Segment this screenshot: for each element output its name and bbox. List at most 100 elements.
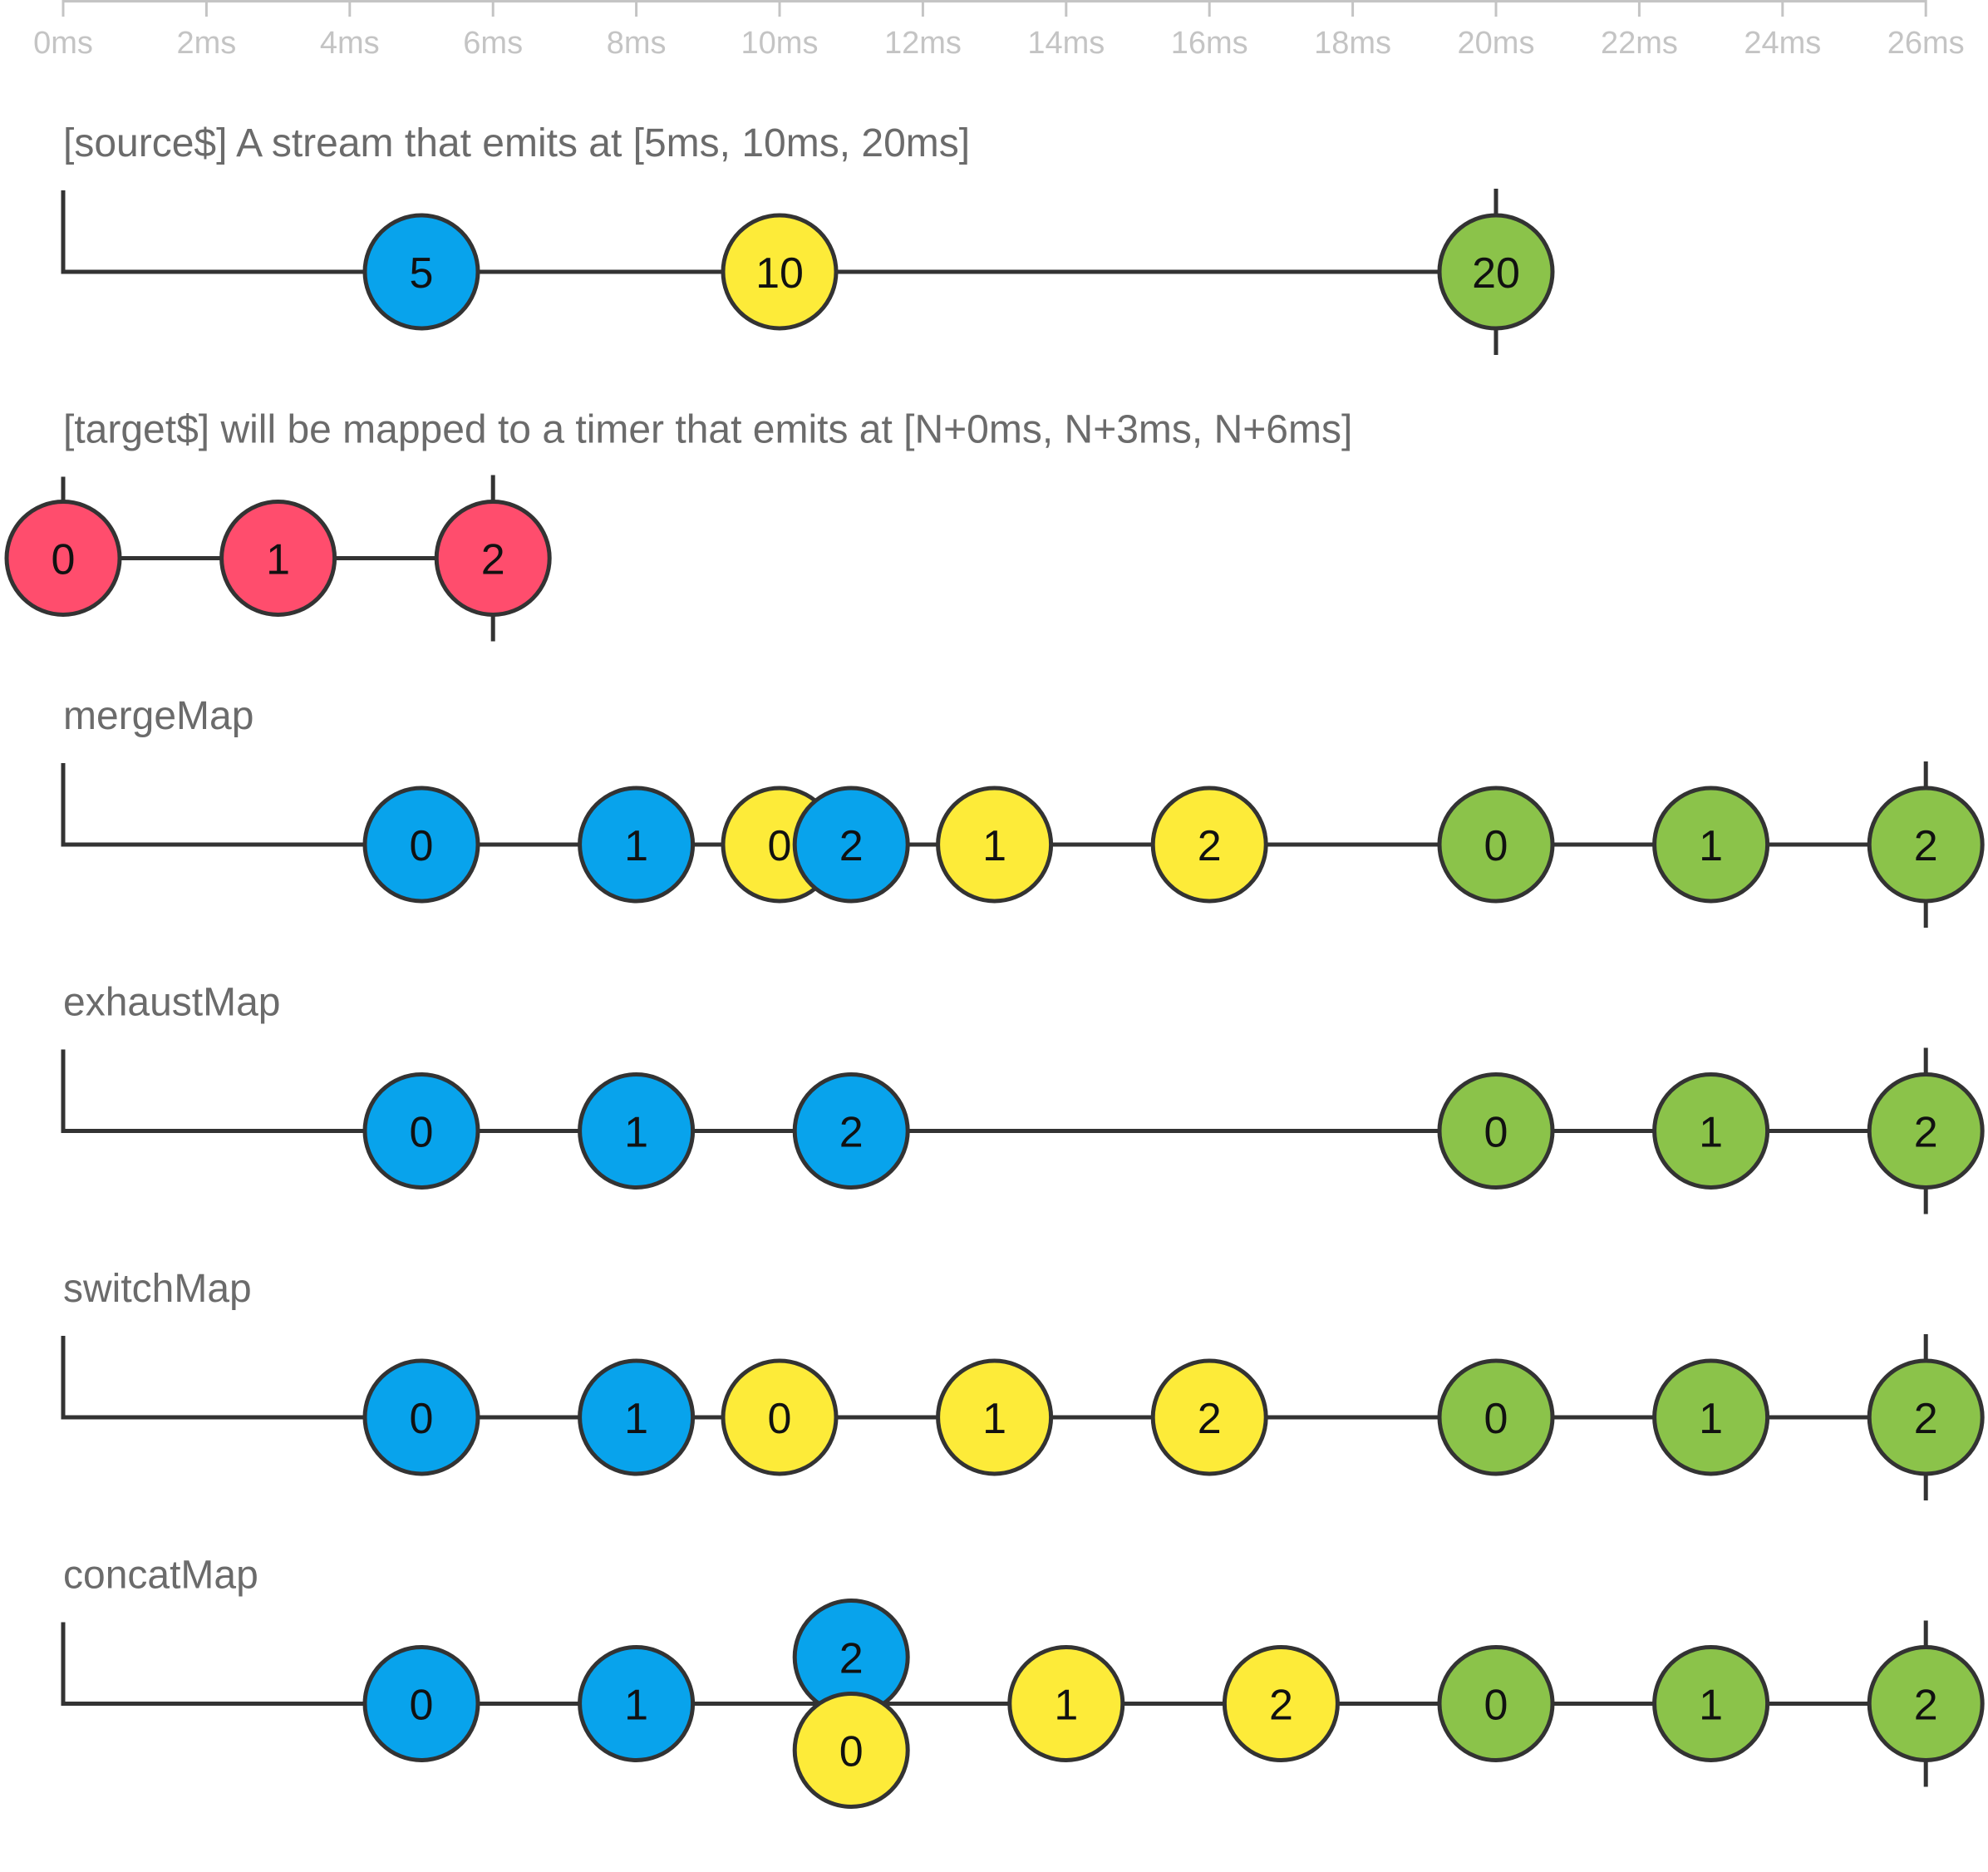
marble-blue: 2 xyxy=(792,1072,910,1190)
marble-value: 1 xyxy=(1699,1395,1723,1443)
marble-circle xyxy=(362,1358,480,1476)
marble-value: 0 xyxy=(410,1109,434,1157)
marble-value: 0 xyxy=(1484,822,1508,870)
subscribe-marker xyxy=(61,1622,75,1706)
marble-value: 0 xyxy=(1484,1109,1508,1157)
marble-value: 0 xyxy=(768,1395,792,1443)
marble-yellow: 10 xyxy=(721,213,839,331)
marble-value: 2 xyxy=(1198,822,1222,870)
marble-blue: 0 xyxy=(362,1072,480,1190)
marble-circle xyxy=(1437,786,1555,904)
marble-circle xyxy=(1437,1072,1555,1190)
marble-yellow: 2 xyxy=(1150,786,1268,904)
stream-title: [source$] A stream that emits at [5ms, 1… xyxy=(63,121,970,165)
marble-blue: 1 xyxy=(578,786,696,904)
subscribe-marker xyxy=(61,1049,75,1133)
subscribe-marker xyxy=(61,763,75,847)
axis-tick-label: 8ms xyxy=(607,26,667,61)
stream-title: exhaustMap xyxy=(63,981,281,1025)
marble-green: 2 xyxy=(1867,1358,1985,1476)
marble-yellow: 1 xyxy=(1007,1645,1125,1762)
stream-title: [target$] will be mapped to a timer that… xyxy=(63,408,1352,452)
axis-tick-label: 20ms xyxy=(1458,26,1535,61)
marble-red: 1 xyxy=(219,500,337,617)
marble-value: 0 xyxy=(410,1682,434,1730)
marble-circle xyxy=(1652,1072,1770,1190)
marble-value: 0 xyxy=(1484,1395,1508,1443)
marble-value: 5 xyxy=(410,249,434,298)
marble-circle xyxy=(362,1645,480,1762)
marble-green: 0 xyxy=(1437,1358,1555,1476)
stream-concatMap: concatMap 0 1 2 0 1 2 0 1 2 xyxy=(61,1554,1985,1809)
marble-value: 10 xyxy=(755,249,804,298)
marble-yellow: 1 xyxy=(936,1358,1054,1476)
marble-circle xyxy=(1652,1358,1770,1476)
marble-green: 2 xyxy=(1867,1645,1985,1762)
marble-value: 2 xyxy=(839,822,864,870)
marble-circle xyxy=(1007,1645,1125,1762)
marble-value: 2 xyxy=(1914,1395,1938,1443)
marble-value: 1 xyxy=(1699,1109,1723,1157)
marble-circle xyxy=(936,1358,1054,1476)
marble-yellow: 1 xyxy=(936,786,1054,904)
marble-circle xyxy=(792,1072,910,1190)
marble-circle xyxy=(578,1072,696,1190)
marble-circle xyxy=(1652,786,1770,904)
subscribe-marker xyxy=(61,1336,75,1420)
marble-blue: 0 xyxy=(362,786,480,904)
stream-source: [source$] A stream that emits at [5ms, 1… xyxy=(61,121,1555,355)
marble-value: 1 xyxy=(1699,822,1723,870)
marble-value: 1 xyxy=(266,536,290,584)
marble-circle xyxy=(434,500,552,617)
stream-title: switchMap xyxy=(63,1267,252,1311)
marble-circle xyxy=(578,1645,696,1762)
time-axis: 0ms 2ms 4ms 6ms 8ms 10ms 12ms 14ms 16ms 18ms 20ms 2… xyxy=(33,0,1965,61)
marble-red: 0 xyxy=(4,500,122,617)
marble-yellow: 0 xyxy=(792,1692,910,1809)
marble-blue: 1 xyxy=(578,1358,696,1476)
marble-green: 2 xyxy=(1867,1072,1985,1190)
stream-switchMap: switchMap 0 1 0 1 2 0 1 2 xyxy=(61,1267,1985,1500)
marble-circle xyxy=(1867,786,1985,904)
subscribe-marker xyxy=(61,190,75,274)
marble-value: 2 xyxy=(1914,1109,1938,1157)
marble-circle xyxy=(721,213,839,331)
axis-tick-label: 12ms xyxy=(884,26,962,61)
marble-circle xyxy=(1867,1358,1985,1476)
marble-circle xyxy=(219,500,337,617)
marble-value: 0 xyxy=(410,822,434,870)
marble-circle xyxy=(362,786,480,904)
marble-circle xyxy=(1222,1645,1340,1762)
marble-circle xyxy=(1150,786,1268,904)
axis-tick-label: 26ms xyxy=(1887,26,1965,61)
marble-circle xyxy=(792,1692,910,1809)
marble-circle xyxy=(578,1358,696,1476)
marble-value: 0 xyxy=(52,536,76,584)
marble-value: 0 xyxy=(839,1728,864,1776)
stream-target: [target$] will be mapped to a timer that… xyxy=(4,408,1352,642)
axis-tick-label: 18ms xyxy=(1314,26,1391,61)
marble-green: 0 xyxy=(1437,1072,1555,1190)
marble-green: 1 xyxy=(1652,786,1770,904)
marble-yellow: 2 xyxy=(1150,1358,1268,1476)
marble-value: 1 xyxy=(624,1395,648,1443)
marble-blue: 1 xyxy=(578,1072,696,1190)
marble-blue: 1 xyxy=(578,1645,696,1762)
axis-tick-label: 10ms xyxy=(741,26,819,61)
marble-circle xyxy=(1867,1072,1985,1190)
axis-tick-label: 22ms xyxy=(1601,26,1678,61)
marble-circle xyxy=(1867,1645,1985,1762)
marble-value: 2 xyxy=(1269,1682,1293,1730)
axis-tick-label: 16ms xyxy=(1171,26,1248,61)
marble-circle xyxy=(1150,1358,1268,1476)
marble-value: 2 xyxy=(1914,1682,1938,1730)
marble-value: 1 xyxy=(982,1395,1006,1443)
marble-value: 1 xyxy=(1699,1682,1723,1730)
marble-value: 20 xyxy=(1472,249,1520,298)
marble-circle xyxy=(1652,1645,1770,1762)
marble-value: 1 xyxy=(1054,1682,1078,1730)
axis-tick-label: 2ms xyxy=(177,26,237,61)
stream-title: concatMap xyxy=(63,1554,258,1598)
